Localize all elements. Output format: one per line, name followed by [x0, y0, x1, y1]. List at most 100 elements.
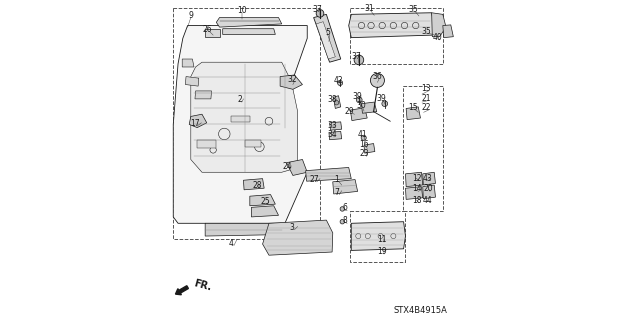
Polygon shape [314, 14, 340, 62]
Text: 18: 18 [412, 196, 421, 205]
Bar [230, 116, 250, 122]
Polygon shape [333, 96, 340, 108]
Text: 6: 6 [342, 204, 348, 212]
Circle shape [340, 219, 344, 224]
Text: 42: 42 [333, 76, 343, 85]
Polygon shape [205, 29, 220, 37]
Text: 7: 7 [335, 188, 339, 197]
Text: 13: 13 [421, 84, 431, 93]
Text: 10: 10 [237, 6, 246, 15]
Polygon shape [316, 22, 335, 59]
Polygon shape [243, 179, 264, 190]
Text: 21: 21 [422, 94, 431, 103]
Polygon shape [406, 187, 422, 199]
Text: 39: 39 [377, 94, 387, 103]
Bar [197, 140, 216, 148]
Bar [245, 140, 261, 147]
Circle shape [337, 80, 342, 85]
Bar [403, 86, 443, 211]
Text: 23: 23 [359, 149, 369, 158]
Polygon shape [195, 91, 212, 99]
Text: 44: 44 [423, 196, 433, 205]
Text: 5: 5 [325, 28, 330, 37]
Circle shape [334, 100, 339, 105]
Text: 34: 34 [327, 130, 337, 139]
Text: 2: 2 [237, 95, 242, 104]
Text: 38: 38 [327, 95, 337, 104]
Polygon shape [186, 77, 199, 86]
Polygon shape [351, 222, 406, 250]
Polygon shape [182, 59, 194, 67]
Text: 43: 43 [423, 174, 433, 182]
Text: 40: 40 [433, 33, 442, 42]
Polygon shape [333, 180, 358, 194]
Text: 37: 37 [351, 52, 361, 61]
Text: 31: 31 [364, 4, 374, 13]
Polygon shape [250, 195, 275, 206]
Polygon shape [364, 144, 375, 153]
FancyArrow shape [175, 286, 188, 295]
Text: 27: 27 [310, 175, 319, 184]
Text: 30: 30 [356, 101, 365, 110]
Polygon shape [189, 114, 207, 128]
Text: 28: 28 [252, 181, 262, 190]
Bar [173, 8, 320, 239]
Text: 3: 3 [290, 223, 294, 232]
Polygon shape [362, 102, 377, 113]
Text: 35: 35 [408, 5, 419, 14]
Text: 15: 15 [409, 103, 419, 112]
Polygon shape [330, 122, 342, 130]
Polygon shape [280, 75, 303, 89]
Text: 11: 11 [377, 235, 387, 244]
Text: 16: 16 [359, 140, 369, 149]
Circle shape [382, 101, 388, 107]
Text: 33: 33 [327, 121, 337, 130]
Polygon shape [350, 108, 367, 121]
Text: 36: 36 [372, 72, 381, 81]
Polygon shape [306, 167, 351, 181]
Circle shape [316, 10, 324, 17]
Text: 29: 29 [345, 107, 355, 115]
Text: 17: 17 [190, 119, 200, 128]
Text: 19: 19 [377, 247, 387, 256]
Text: 37: 37 [313, 5, 323, 14]
Circle shape [340, 207, 344, 211]
Polygon shape [191, 62, 298, 172]
Text: 14: 14 [412, 184, 422, 193]
Polygon shape [349, 13, 434, 38]
Text: 25: 25 [260, 197, 270, 206]
Bar [350, 8, 443, 64]
Polygon shape [422, 185, 435, 199]
Polygon shape [216, 18, 282, 27]
Polygon shape [443, 25, 453, 38]
Polygon shape [223, 29, 275, 34]
Text: STX4B4915A: STX4B4915A [394, 306, 447, 315]
Polygon shape [262, 220, 333, 255]
Polygon shape [422, 172, 435, 185]
Circle shape [356, 97, 362, 103]
Text: FR.: FR. [193, 278, 212, 293]
Polygon shape [287, 160, 307, 175]
Circle shape [361, 135, 366, 140]
Text: 41: 41 [358, 130, 367, 139]
Polygon shape [406, 107, 420, 120]
Text: 12: 12 [412, 174, 421, 182]
Text: 4: 4 [229, 239, 234, 248]
Text: 8: 8 [342, 216, 348, 225]
Text: 22: 22 [422, 103, 431, 112]
Polygon shape [252, 206, 278, 217]
Circle shape [354, 55, 364, 65]
Text: 24: 24 [283, 162, 292, 171]
Text: 20: 20 [423, 184, 433, 193]
Polygon shape [406, 172, 422, 187]
Text: 35: 35 [421, 27, 431, 36]
Polygon shape [205, 223, 287, 236]
Circle shape [371, 73, 385, 87]
Text: 32: 32 [287, 75, 297, 84]
Text: 1: 1 [335, 175, 339, 184]
Polygon shape [431, 13, 446, 37]
Text: 26: 26 [203, 25, 212, 34]
Text: 9: 9 [188, 11, 193, 20]
Polygon shape [329, 131, 342, 140]
Bar [350, 211, 404, 262]
